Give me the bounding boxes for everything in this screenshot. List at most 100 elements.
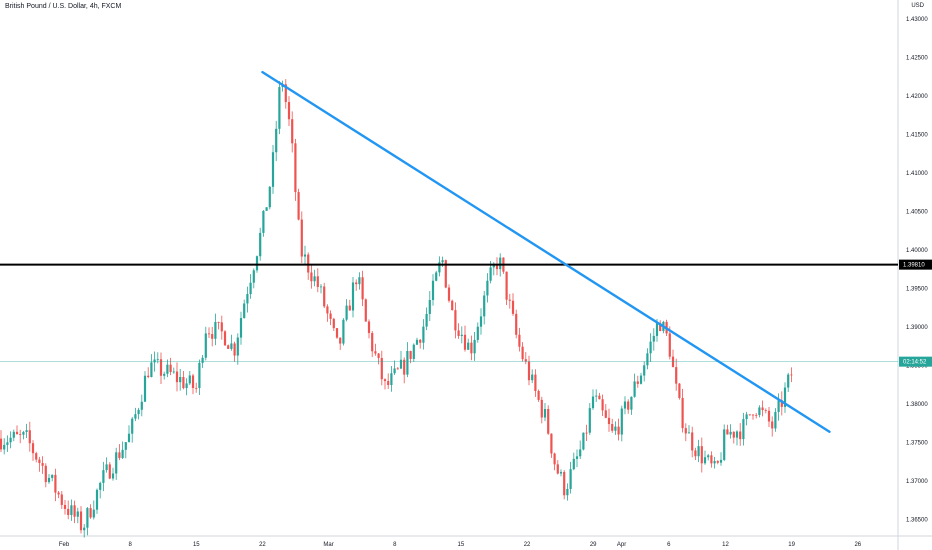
candle-body bbox=[659, 322, 662, 332]
candle-body bbox=[255, 256, 259, 271]
candle-body bbox=[559, 471, 563, 474]
candle-body bbox=[377, 353, 380, 359]
candle-body bbox=[403, 359, 406, 375]
candle-body bbox=[425, 313, 428, 327]
y-tick-label: 1.37500 bbox=[906, 441, 928, 447]
x-tick-label: 19 bbox=[788, 542, 795, 548]
candle-body bbox=[745, 414, 748, 420]
candle-body bbox=[479, 316, 483, 327]
candle-body bbox=[323, 286, 326, 307]
candle-body bbox=[159, 359, 163, 376]
candle-body bbox=[771, 421, 774, 429]
candle-body bbox=[399, 359, 403, 369]
candle-body bbox=[339, 337, 342, 344]
candle-body bbox=[319, 286, 323, 288]
candle-body bbox=[591, 396, 595, 409]
candle-body bbox=[60, 494, 63, 505]
candle-body bbox=[729, 431, 732, 435]
current-price-label: 02:14:52 bbox=[903, 360, 927, 366]
y-tick-label: 1.41500 bbox=[906, 133, 928, 139]
candle-body bbox=[44, 465, 47, 483]
candle-body bbox=[518, 334, 521, 347]
candle-body bbox=[22, 432, 25, 435]
candle-body bbox=[700, 446, 703, 464]
candle-body bbox=[694, 450, 697, 457]
candle-body bbox=[63, 504, 67, 509]
candle-body bbox=[489, 267, 492, 281]
candle-body bbox=[751, 414, 755, 416]
candle-body bbox=[438, 262, 441, 273]
candle-body bbox=[575, 456, 579, 459]
candle-body bbox=[537, 391, 540, 400]
candle-body bbox=[249, 282, 252, 295]
candle-body bbox=[175, 371, 179, 383]
candle-body bbox=[556, 464, 559, 474]
candle-body bbox=[572, 458, 575, 470]
candle-body bbox=[153, 359, 156, 363]
x-tick-label: 6 bbox=[667, 542, 671, 548]
candle-body bbox=[297, 192, 300, 220]
y-tick-label: 1.41000 bbox=[906, 171, 928, 177]
candle-body bbox=[207, 333, 211, 335]
candle-body bbox=[732, 431, 735, 438]
candle-body bbox=[316, 276, 319, 287]
candle-body bbox=[524, 359, 527, 362]
candle-body bbox=[102, 470, 105, 483]
candle-body bbox=[294, 143, 297, 193]
candle-body bbox=[220, 322, 223, 332]
candle-body bbox=[115, 452, 118, 474]
candle-body bbox=[639, 375, 643, 384]
candle-body bbox=[620, 408, 623, 435]
candle-body bbox=[70, 505, 73, 515]
candle-body bbox=[38, 459, 41, 464]
candle-body bbox=[710, 455, 713, 464]
candle-body bbox=[380, 358, 383, 380]
x-tick-label: 26 bbox=[854, 542, 861, 548]
candle-body bbox=[719, 459, 723, 463]
candle-body bbox=[691, 432, 694, 451]
candle-body bbox=[204, 333, 207, 358]
x-tick-label: 8 bbox=[128, 542, 132, 548]
candle-body bbox=[19, 434, 22, 435]
candle-body bbox=[668, 333, 671, 357]
candle-body bbox=[124, 442, 127, 450]
candle-body bbox=[230, 343, 233, 349]
candle-body bbox=[307, 254, 310, 273]
candle-body bbox=[531, 374, 534, 381]
candle-body bbox=[755, 414, 758, 416]
y-tick-label: 1.39500 bbox=[906, 287, 928, 293]
candle-body bbox=[191, 375, 195, 388]
candle-body bbox=[492, 265, 495, 268]
candle-body bbox=[252, 270, 255, 283]
candle-body bbox=[300, 219, 303, 257]
candle-body bbox=[723, 429, 726, 460]
candle-body bbox=[422, 326, 425, 343]
candle-body bbox=[681, 397, 684, 429]
horizontal-line-label: 1.39810 bbox=[903, 263, 925, 269]
candle-body bbox=[473, 339, 476, 354]
candle-body bbox=[476, 326, 479, 340]
candle-body bbox=[83, 527, 86, 531]
candle-body bbox=[623, 401, 627, 409]
candle-body bbox=[579, 449, 582, 457]
candle-body bbox=[332, 318, 335, 329]
candle-body bbox=[211, 334, 214, 339]
candle-body bbox=[374, 351, 377, 354]
candle-body bbox=[355, 282, 358, 285]
candle-body bbox=[633, 381, 636, 397]
candle-body bbox=[630, 396, 633, 410]
candle-body bbox=[3, 444, 6, 450]
candle-body bbox=[470, 342, 473, 354]
x-tick-label: Feb bbox=[59, 542, 70, 548]
candle-body bbox=[787, 374, 790, 388]
candle-body bbox=[166, 364, 169, 374]
y-tick-label: 1.37000 bbox=[906, 479, 928, 485]
x-tick-label: 15 bbox=[193, 542, 200, 548]
candle-body bbox=[147, 375, 150, 378]
y-tick-label: 1.40000 bbox=[906, 248, 928, 254]
candle-body bbox=[566, 488, 569, 496]
candle-body bbox=[246, 294, 249, 304]
candle-body bbox=[79, 511, 83, 531]
candle-body bbox=[137, 409, 140, 415]
